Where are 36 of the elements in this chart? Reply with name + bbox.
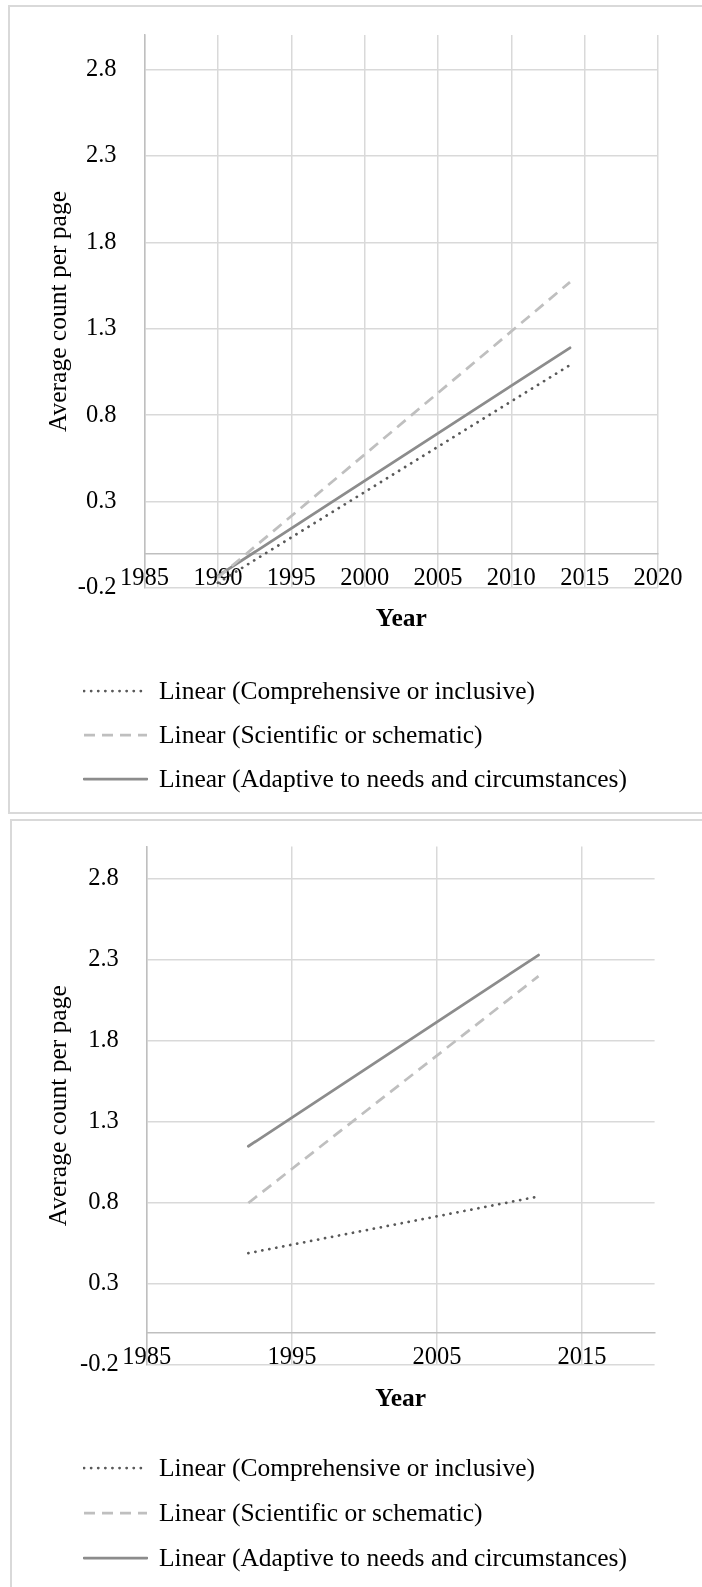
- y-axis-title: Average count per page: [43, 985, 73, 1227]
- y-tick-label: 2.3: [85, 140, 117, 168]
- y-tick-label: 1.8: [85, 226, 117, 254]
- y-tick-label: 0.8: [88, 1187, 119, 1215]
- x-tick-label: 2005: [412, 1341, 462, 1369]
- y-tick-label: -0.2: [77, 572, 117, 600]
- legend-label: Linear (Adaptive to needs and circumstances): [159, 1543, 628, 1574]
- y-tick-label: 0.8: [85, 399, 117, 427]
- x-tick-label: 2020: [633, 562, 683, 590]
- x-tick-label: 1995: [266, 562, 316, 590]
- y-tick-label: 1.3: [85, 313, 117, 341]
- x-tick-label: 1985: [122, 1341, 172, 1369]
- legend-label: Linear (Adaptive to needs and circumstances): [159, 764, 628, 795]
- y-axis-title: Average count per page: [43, 191, 73, 432]
- y-tick-label: 2.8: [85, 54, 117, 81]
- y-tick-label: 1.3: [88, 1106, 119, 1134]
- x-tick-label: 1995: [267, 1341, 317, 1369]
- x-tick-label: 1985: [120, 562, 170, 590]
- legend-label: Linear (Comprehensive or inclusive): [159, 675, 536, 706]
- legend-label: Linear (Scientific or schematic): [159, 1498, 483, 1529]
- x-tick-label: 2000: [340, 562, 390, 590]
- x-tick-label: 1990: [193, 562, 243, 590]
- y-tick-label: 2.8: [88, 863, 119, 891]
- x-axis-title: Year: [375, 1382, 427, 1412]
- legend-label: Linear (Comprehensive or inclusive): [159, 1452, 536, 1483]
- x-tick-label: 2005: [413, 562, 463, 590]
- x-tick-label: 2015: [560, 562, 610, 590]
- x-tick-label: 2015: [557, 1341, 607, 1369]
- y-tick-label: 0.3: [85, 486, 117, 514]
- x-tick-label: 2010: [486, 562, 536, 590]
- y-tick-label: -0.2: [80, 1349, 119, 1377]
- legend-label: Linear (Scientific or schematic): [159, 720, 483, 751]
- y-tick-label: 2.3: [88, 944, 119, 972]
- y-tick-label: 0.3: [88, 1268, 119, 1296]
- x-axis-title: Year: [375, 602, 427, 632]
- y-tick-label: 1.8: [88, 1025, 119, 1053]
